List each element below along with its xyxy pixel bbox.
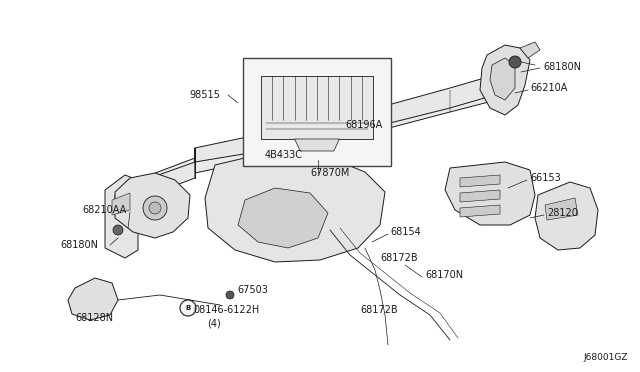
Circle shape <box>509 56 521 68</box>
Polygon shape <box>115 75 508 210</box>
Circle shape <box>113 225 123 235</box>
Circle shape <box>143 196 167 220</box>
Polygon shape <box>460 205 500 217</box>
Text: 68172B: 68172B <box>360 305 397 315</box>
Polygon shape <box>238 188 328 248</box>
Polygon shape <box>115 173 190 238</box>
Polygon shape <box>460 190 500 202</box>
Text: 68210AA: 68210AA <box>82 205 126 215</box>
Polygon shape <box>480 45 530 115</box>
Text: 68180N: 68180N <box>543 62 581 72</box>
Text: 4B433C: 4B433C <box>265 150 303 160</box>
Bar <box>243 58 391 166</box>
Text: J68001GZ: J68001GZ <box>584 353 628 362</box>
Polygon shape <box>195 72 505 162</box>
Text: 67870M: 67870M <box>310 168 349 178</box>
Polygon shape <box>520 42 540 58</box>
Circle shape <box>226 291 234 299</box>
Polygon shape <box>545 198 578 220</box>
Text: 28120: 28120 <box>547 208 578 218</box>
Circle shape <box>180 300 196 316</box>
Text: 66153: 66153 <box>530 173 561 183</box>
Polygon shape <box>490 58 515 100</box>
Text: 08146-6122H: 08146-6122H <box>193 305 259 315</box>
Text: 68170N: 68170N <box>425 270 463 280</box>
Polygon shape <box>460 175 500 187</box>
Text: 67503: 67503 <box>237 285 268 295</box>
Polygon shape <box>115 148 195 212</box>
Text: B: B <box>186 305 191 311</box>
Polygon shape <box>535 182 598 250</box>
Circle shape <box>149 202 161 214</box>
Polygon shape <box>68 278 118 320</box>
Text: 68180N: 68180N <box>60 240 98 250</box>
Polygon shape <box>205 152 385 262</box>
Text: 98515: 98515 <box>189 90 220 100</box>
Polygon shape <box>294 139 339 151</box>
Text: 68196A: 68196A <box>345 120 382 130</box>
Polygon shape <box>112 193 130 215</box>
Polygon shape <box>445 162 535 225</box>
Text: 68128N: 68128N <box>75 313 113 323</box>
Text: 66210A: 66210A <box>530 83 568 93</box>
Polygon shape <box>105 175 138 258</box>
Text: 68172B: 68172B <box>380 253 418 263</box>
Text: (4): (4) <box>207 318 221 328</box>
Polygon shape <box>261 76 373 139</box>
Text: 68154: 68154 <box>390 227 420 237</box>
